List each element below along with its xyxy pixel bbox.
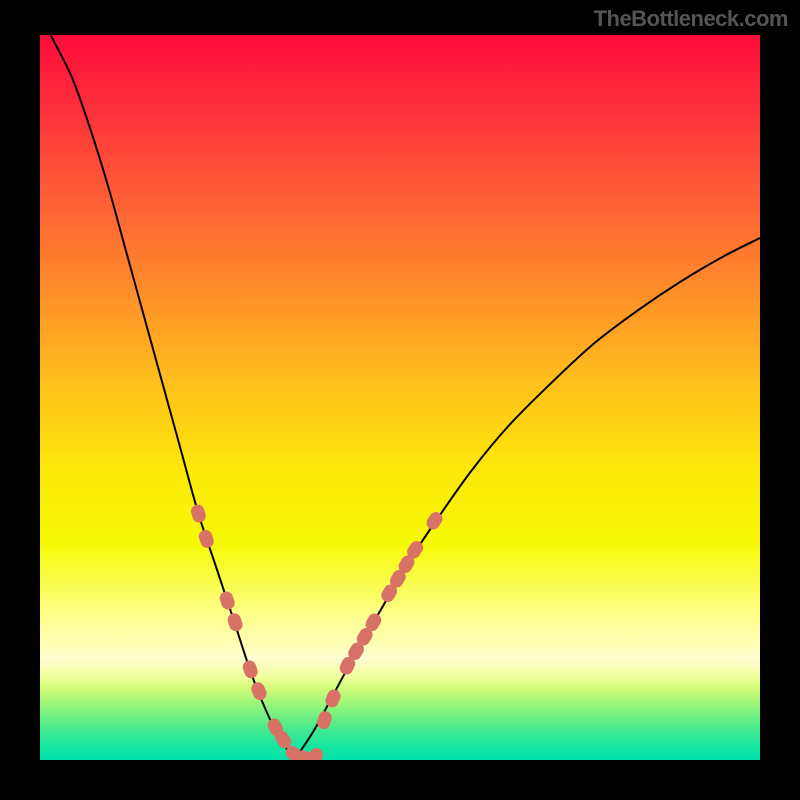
chart-container: TheBottleneck.com <box>0 0 800 800</box>
plot-area <box>40 35 760 760</box>
gradient-background <box>40 35 760 760</box>
chart-svg <box>40 35 760 760</box>
watermark-text: TheBottleneck.com <box>594 6 788 32</box>
